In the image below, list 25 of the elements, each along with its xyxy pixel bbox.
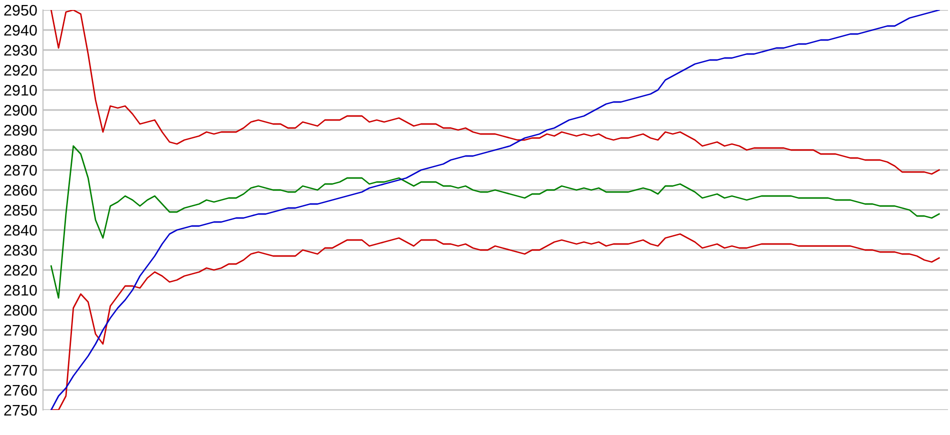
y-tick-label: 2950 — [4, 4, 37, 16]
y-tick-label: 2790 — [4, 324, 37, 336]
y-tick-label: 2890 — [4, 124, 37, 136]
y-tick-label: 2930 — [4, 44, 37, 56]
y-tick-label: 2800 — [4, 304, 37, 316]
y-tick-label: 2880 — [4, 144, 37, 156]
y-tick-label: 2770 — [4, 364, 37, 376]
y-tick-label: 2810 — [4, 284, 37, 296]
line-series — [50, 145, 940, 299]
y-tick-label: 2780 — [4, 344, 37, 356]
line-series — [50, 10, 940, 410]
y-tick-label: 2870 — [4, 164, 37, 176]
line-series — [50, 233, 940, 410]
line-series — [50, 10, 940, 175]
y-tick-label: 2920 — [4, 64, 37, 76]
y-tick-label: 2840 — [4, 224, 37, 236]
y-tick-label: 2820 — [4, 264, 37, 276]
y-tick-label: 2830 — [4, 244, 37, 256]
y-tick-label: 2860 — [4, 184, 37, 196]
y-tick-label: 2940 — [4, 24, 37, 36]
y-tick-label: 2760 — [4, 384, 37, 396]
y-tick-label: 2910 — [4, 84, 37, 96]
y-tick-label: 2900 — [4, 104, 37, 116]
y-tick-label: 2750 — [4, 404, 37, 416]
y-tick-label: 2850 — [4, 204, 37, 216]
